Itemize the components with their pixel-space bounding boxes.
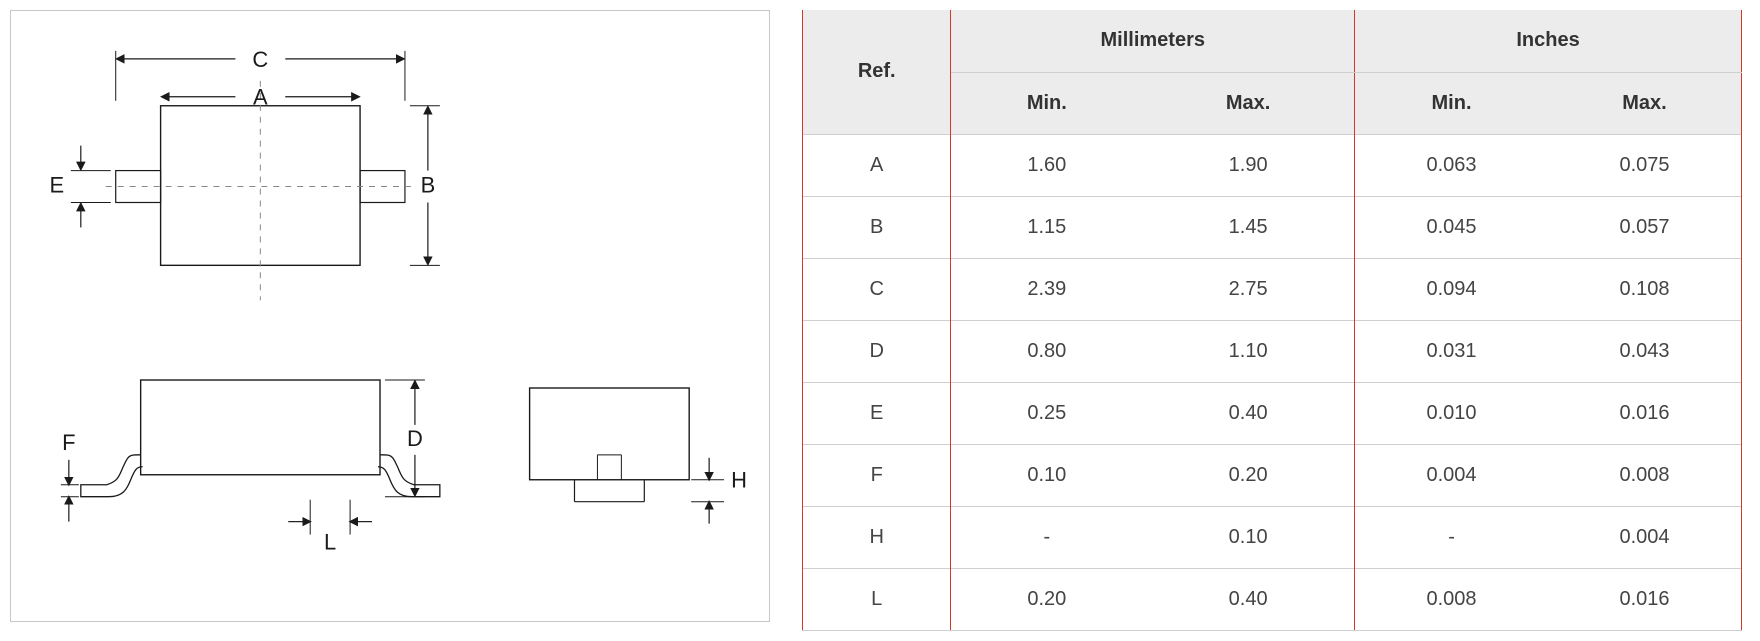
cell-ref: D bbox=[803, 320, 951, 382]
table-header: Ref. Millimeters Inches Min. Max. Min. M… bbox=[803, 10, 1742, 134]
cell-mm_max: 2.75 bbox=[1142, 258, 1354, 320]
cell-in_min: 0.045 bbox=[1355, 196, 1548, 258]
cell-mm_max: 0.20 bbox=[1142, 444, 1354, 506]
dim-label-e: E bbox=[50, 173, 65, 198]
cell-in_max: 0.057 bbox=[1548, 196, 1742, 258]
end-view: H bbox=[530, 388, 747, 524]
cell-mm_min: 0.25 bbox=[951, 382, 1142, 444]
table-row: F0.100.200.0040.008 bbox=[803, 444, 1742, 506]
cell-mm_min: 0.80 bbox=[951, 320, 1142, 382]
cell-in_min: - bbox=[1355, 506, 1548, 568]
cell-in_min: 0.004 bbox=[1355, 444, 1548, 506]
cell-in_max: 0.008 bbox=[1548, 444, 1742, 506]
cell-in_min: 0.010 bbox=[1355, 382, 1548, 444]
cell-ref: A bbox=[803, 134, 951, 196]
cell-ref: H bbox=[803, 506, 951, 568]
cell-mm_max: 0.40 bbox=[1142, 568, 1354, 630]
package-diagram-svg: C A B E bbox=[11, 11, 769, 621]
cell-ref: L bbox=[803, 568, 951, 630]
table-row: A1.601.900.0630.075 bbox=[803, 134, 1742, 196]
cell-in_max: 0.108 bbox=[1548, 258, 1742, 320]
col-mm-max: Max. bbox=[1142, 72, 1354, 134]
cell-ref: B bbox=[803, 196, 951, 258]
col-in-max: Max. bbox=[1548, 72, 1742, 134]
dim-label-a: A bbox=[253, 85, 268, 110]
dim-label-l: L bbox=[324, 530, 336, 555]
cell-mm_max: 1.10 bbox=[1142, 320, 1354, 382]
col-in-min: Min. bbox=[1355, 72, 1548, 134]
cell-mm_max: 0.40 bbox=[1142, 382, 1354, 444]
cell-in_max: 0.043 bbox=[1548, 320, 1742, 382]
table-body: A1.601.900.0630.075B1.151.450.0450.057C2… bbox=[803, 134, 1742, 630]
col-in: Inches bbox=[1355, 10, 1742, 72]
cell-in_min: 0.031 bbox=[1355, 320, 1548, 382]
cell-ref: C bbox=[803, 258, 951, 320]
cell-mm_max: 1.90 bbox=[1142, 134, 1354, 196]
cell-in_max: 0.016 bbox=[1548, 382, 1742, 444]
cell-ref: F bbox=[803, 444, 951, 506]
cell-in_max: 0.075 bbox=[1548, 134, 1742, 196]
package-diagram-panel: C A B E bbox=[10, 10, 770, 622]
cell-in_min: 0.094 bbox=[1355, 258, 1548, 320]
dimensions-table: Ref. Millimeters Inches Min. Max. Min. M… bbox=[802, 10, 1742, 631]
table-row: D0.801.100.0310.043 bbox=[803, 320, 1742, 382]
dim-label-f: F bbox=[62, 430, 75, 455]
table-row: B1.151.450.0450.057 bbox=[803, 196, 1742, 258]
dim-label-b: B bbox=[421, 173, 436, 198]
dim-label-c: C bbox=[252, 47, 268, 72]
table-row: L0.200.400.0080.016 bbox=[803, 568, 1742, 630]
col-mm-min: Min. bbox=[951, 72, 1142, 134]
table-row: H-0.10-0.004 bbox=[803, 506, 1742, 568]
cell-mm_min: 1.15 bbox=[951, 196, 1142, 258]
layout-row: C A B E bbox=[10, 10, 1750, 631]
col-mm: Millimeters bbox=[951, 10, 1355, 72]
dim-label-d: D bbox=[407, 426, 423, 451]
cell-mm_max: 0.10 bbox=[1142, 506, 1354, 568]
cell-mm_max: 1.45 bbox=[1142, 196, 1354, 258]
cell-ref: E bbox=[803, 382, 951, 444]
dim-label-h: H bbox=[731, 468, 747, 493]
col-ref: Ref. bbox=[803, 10, 951, 134]
cell-in_min: 0.063 bbox=[1355, 134, 1548, 196]
table-row: E0.250.400.0100.016 bbox=[803, 382, 1742, 444]
cell-mm_min: 2.39 bbox=[951, 258, 1142, 320]
table-row: C2.392.750.0940.108 bbox=[803, 258, 1742, 320]
cell-mm_min: 0.10 bbox=[951, 444, 1142, 506]
cell-in_min: 0.008 bbox=[1355, 568, 1548, 630]
cell-mm_min: 1.60 bbox=[951, 134, 1142, 196]
cell-mm_min: 0.20 bbox=[951, 568, 1142, 630]
cell-in_max: 0.016 bbox=[1548, 568, 1742, 630]
side-view: D F L bbox=[61, 380, 440, 555]
cell-in_max: 0.004 bbox=[1548, 506, 1742, 568]
cell-mm_min: - bbox=[951, 506, 1142, 568]
